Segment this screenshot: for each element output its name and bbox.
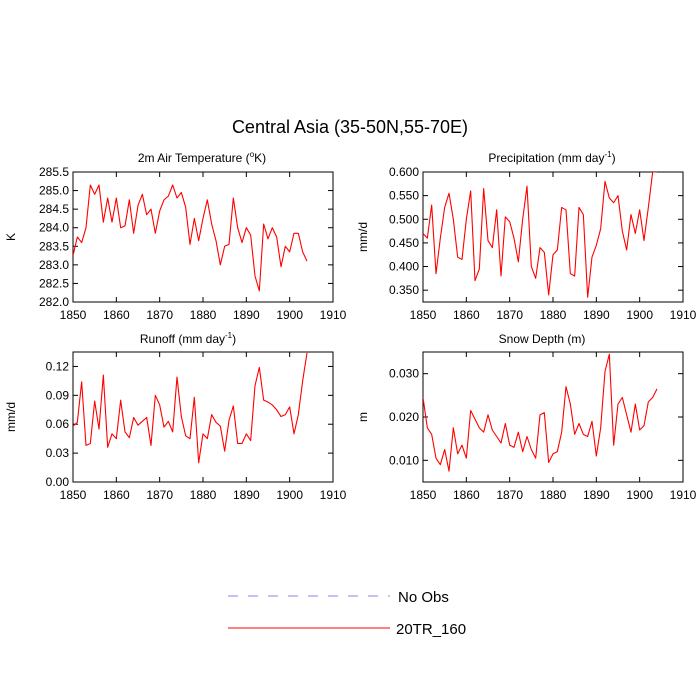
y-tick-label: 0.030 [389, 367, 419, 381]
y-tick-label: 0.350 [389, 283, 419, 297]
panel-snow-depth: Snow Depth (m) 1850 1860 1870 1880 1890 1900 1… [356, 332, 697, 502]
x-tick-label: 1860 [453, 308, 480, 322]
x-tick-label: 1900 [626, 308, 653, 322]
x-tick-label: 1850 [410, 488, 437, 502]
y-tick-label: 0.600 [389, 165, 419, 179]
x-tick-label: 1880 [540, 308, 567, 322]
panel-air-temperature: 2m Air Temperature (oK) 1850 1860 1870 1880… [4, 150, 347, 322]
y-tick-label: 283.5 [39, 239, 69, 253]
x-tick-label: 1860 [103, 488, 130, 502]
x-tick-label: 1900 [626, 488, 653, 502]
x-tick-label: 1850 [60, 308, 87, 322]
y-tick-label: 0.00 [46, 475, 70, 489]
x-tick-label: 1910 [320, 308, 347, 322]
y-tick-label: 284.0 [39, 221, 69, 235]
panel-title-air-temperature: 2m Air Temperature (oK) [138, 150, 266, 165]
x-tick-label: 1910 [670, 488, 697, 502]
legend: No Obs 20TR_160 [228, 589, 466, 638]
y-tick-label: 0.06 [46, 417, 70, 431]
x-tick-label: 1860 [453, 488, 480, 502]
y-axis-label-precipitation: mm/d [356, 222, 370, 252]
x-tick-label: 1870 [496, 308, 523, 322]
y-tick-label: 285.5 [39, 165, 69, 179]
x-tick-label: 1910 [320, 488, 347, 502]
x-tick-label: 1870 [146, 308, 173, 322]
plot-area-runoff: 1850 1860 1870 1880 1890 1900 1910 0.00 0.03 0.06… [4, 351, 347, 502]
panel-title-precipitation: Precipitation (mm day-1) [488, 150, 615, 165]
panel-title-runoff: Runoff (mm day-1) [140, 331, 236, 346]
y-axis-label-runoff: mm/d [4, 402, 18, 432]
legend-label-20tr-160: 20TR_160 [396, 621, 466, 638]
legend-label-no-obs: No Obs [398, 589, 449, 606]
y-axis-label-snow-depth: m [356, 412, 370, 422]
panel-precipitation: Precipitation (mm day-1) 1850 1860 1870 188… [356, 150, 697, 322]
panel-runoff: Runoff (mm day-1) 1850 1860 1870 1880 1890 19… [4, 331, 347, 502]
x-tick-label: 1910 [670, 308, 697, 322]
plot-area-precipitation: 1850 1860 1870 1880 1890 1900 1910 0.350 0.400 0.… [356, 165, 697, 322]
x-tick-label: 1880 [190, 308, 217, 322]
x-tick-label: 1870 [146, 488, 173, 502]
y-tick-label: 285.0 [39, 184, 69, 198]
series-line-20tr-160 [423, 353, 658, 472]
y-tick-label: 0.020 [389, 410, 419, 424]
y-tick-label: 283.0 [39, 258, 69, 272]
x-tick-label: 1880 [540, 488, 567, 502]
x-tick-label: 1860 [103, 308, 130, 322]
x-tick-label: 1850 [60, 488, 87, 502]
series-line-20tr-160 [423, 172, 657, 298]
series-line-20tr-160 [73, 184, 308, 292]
y-tick-label: 0.010 [389, 453, 419, 467]
panel-title-snow-depth: Snow Depth (m) [499, 332, 586, 346]
plot-area-snow-depth: 1850 1860 1870 1880 1890 1900 1910 0.010 0.020 0.… [356, 351, 697, 502]
x-tick-label: 1900 [276, 488, 303, 502]
y-tick-label: 0.550 [389, 189, 419, 203]
x-tick-label: 1890 [233, 488, 260, 502]
x-tick-label: 1850 [410, 308, 437, 322]
x-tick-label: 1890 [233, 308, 260, 322]
x-tick-label: 1900 [276, 308, 303, 322]
y-tick-label: 0.03 [46, 446, 70, 460]
y-tick-label: 282.5 [39, 276, 69, 290]
y-tick-label: 0.12 [46, 359, 70, 373]
x-tick-label: 1870 [496, 488, 523, 502]
series-line-20tr-160 [73, 352, 308, 464]
y-tick-label: 282.0 [39, 295, 69, 309]
y-axis-label-air-temperature: K [4, 233, 18, 241]
plot-area-air-temperature: 1850 1860 1870 1880 1890 1900 1910 282.0 282.5 28… [4, 165, 347, 322]
y-tick-label: 0.09 [46, 388, 70, 402]
y-tick-label: 284.5 [39, 202, 69, 216]
y-tick-label: 0.500 [389, 212, 419, 226]
y-tick-label: 0.400 [389, 260, 419, 274]
figure-title: Central Asia (35-50N,55-70E) [232, 117, 468, 137]
x-tick-label: 1890 [583, 488, 610, 502]
x-tick-label: 1890 [583, 308, 610, 322]
y-tick-label: 0.450 [389, 236, 419, 250]
x-tick-label: 1880 [190, 488, 217, 502]
